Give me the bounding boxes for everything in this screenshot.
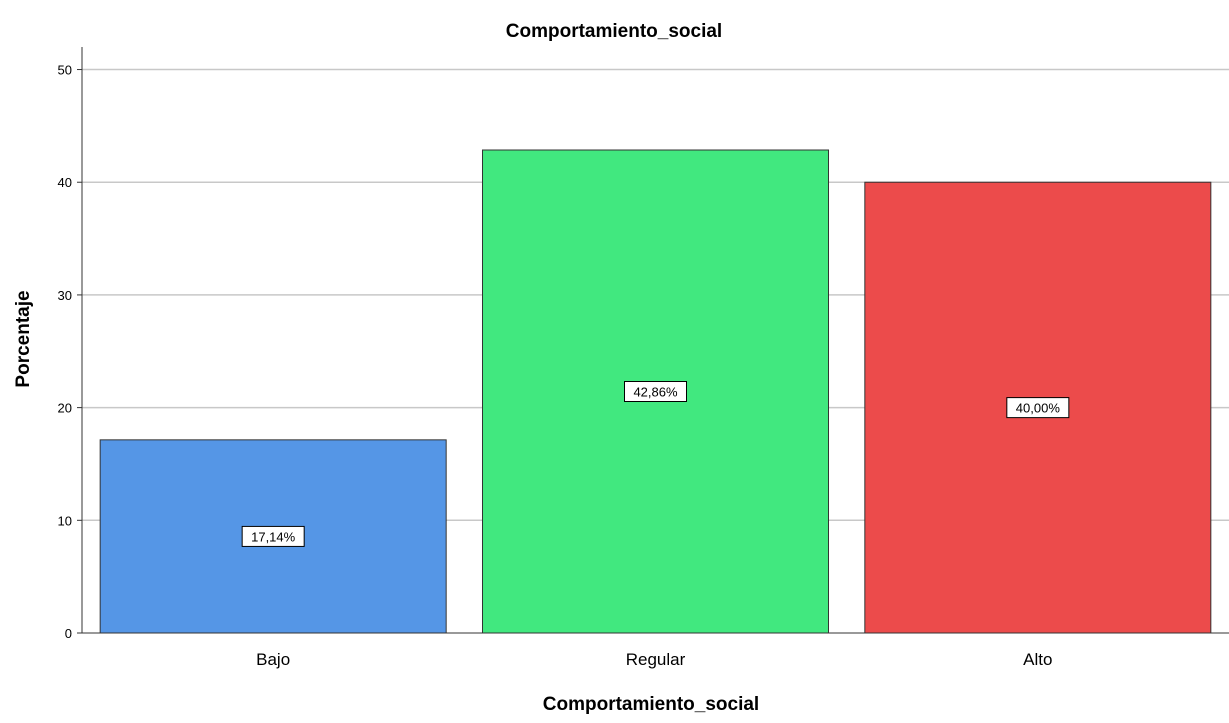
data-labels: 17,14% 42,86% 40,00% — [241, 381, 1070, 547]
data-label-box — [624, 381, 687, 403]
data-label: 42,86% — [633, 385, 678, 400]
x-tick-label: Alto — [1023, 650, 1052, 669]
y-tick-label: 20 — [58, 401, 72, 416]
x-axis-title: Comportamiento_social — [543, 694, 759, 715]
x-tick-label: Bajo — [256, 650, 290, 669]
data-label-box — [241, 525, 305, 547]
y-tick-label: 0 — [65, 626, 72, 641]
x-tick-label: Regular — [626, 650, 686, 669]
bars — [99, 149, 1212, 634]
y-tick-label: 30 — [58, 288, 72, 303]
data-label: 40,00% — [1016, 401, 1061, 416]
chart-title: Comportamiento_social — [506, 21, 722, 42]
y-tick-label: 40 — [58, 175, 72, 190]
y-tick-label: 50 — [58, 63, 72, 78]
data-label: 17,14% — [251, 529, 296, 544]
y-axis-title: Porcentaje — [13, 290, 34, 387]
y-tick-label: 10 — [58, 513, 72, 528]
data-label-box — [1006, 397, 1070, 419]
axes: 0 10 20 30 40 50 Bajo Regular Alto — [58, 47, 1229, 669]
